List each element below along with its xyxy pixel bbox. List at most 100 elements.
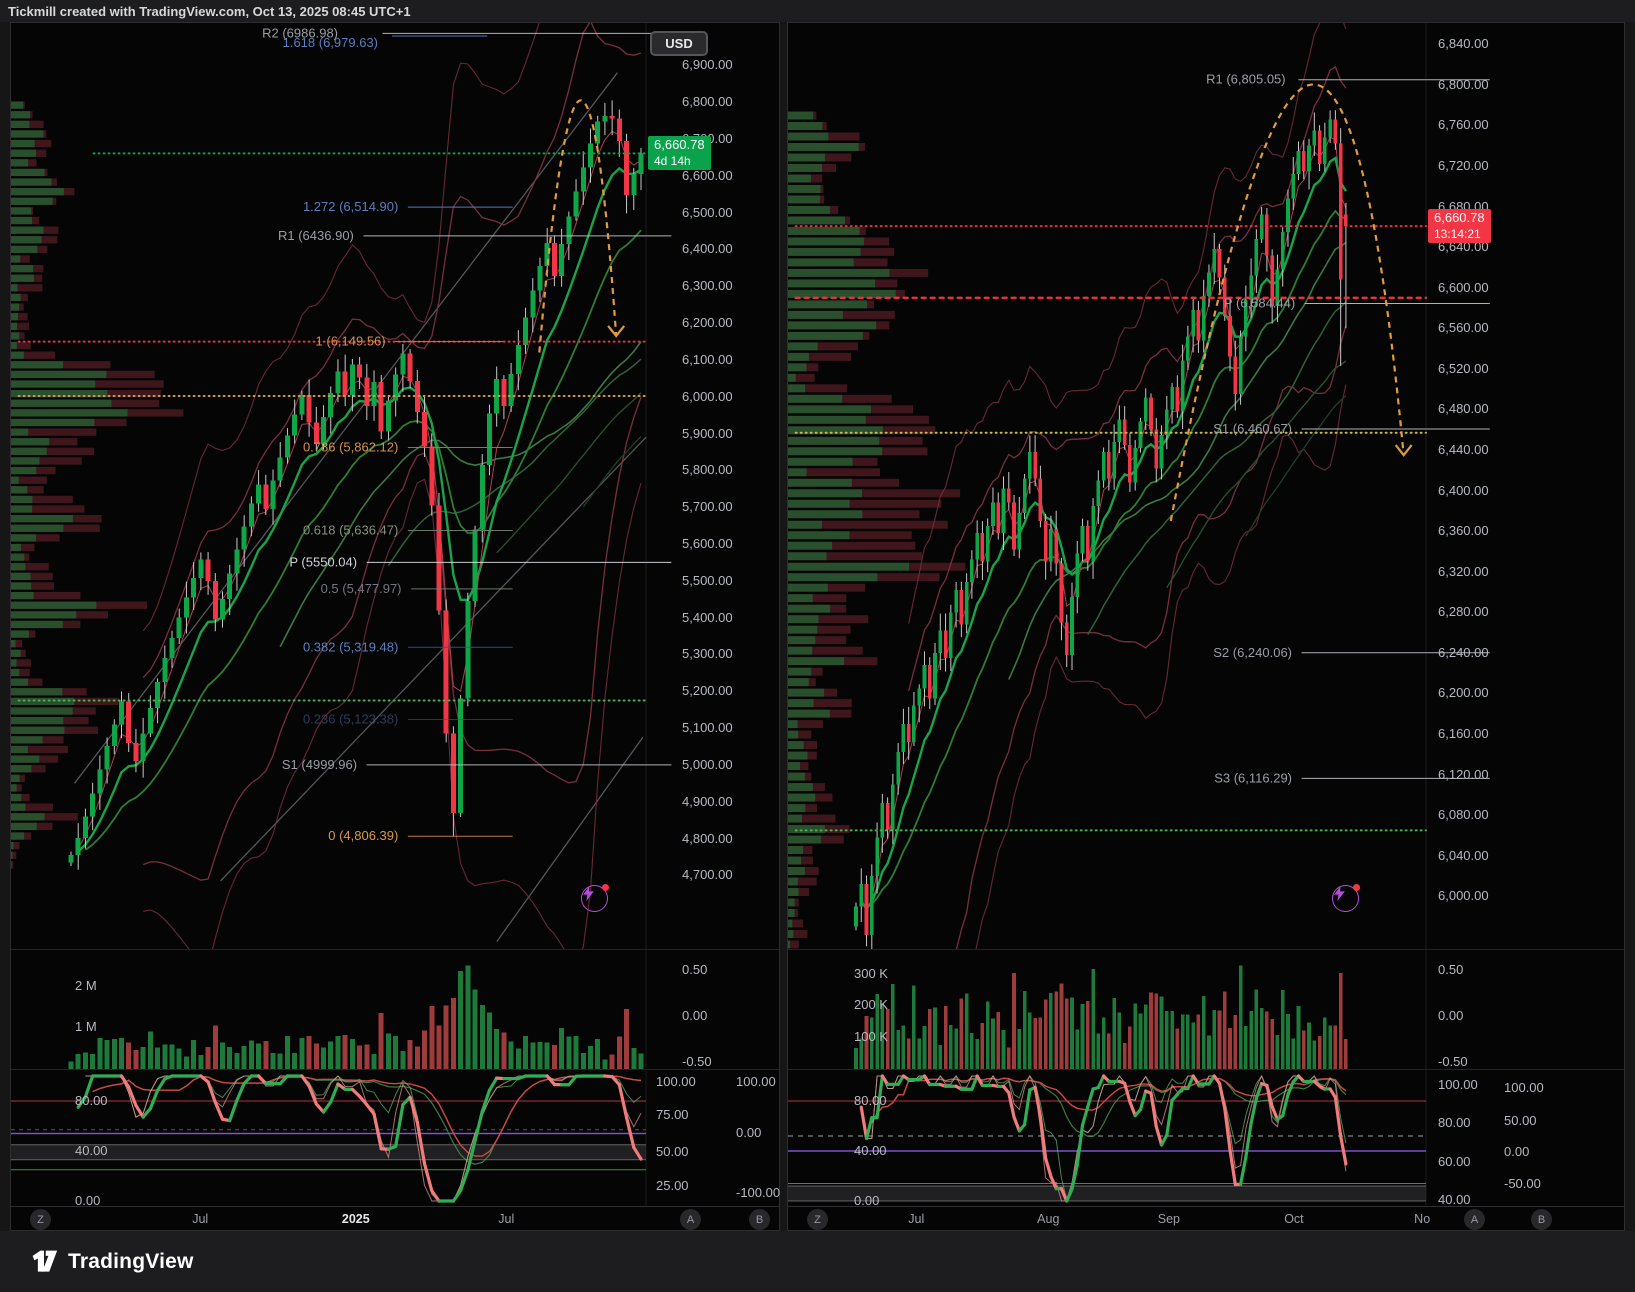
price-tick: 6,000.00 (682, 388, 733, 404)
volume-right-scale-label: 0.00 (1438, 1008, 1464, 1023)
price-tick: 6,560.00 (1438, 320, 1489, 336)
volume-right-scale-label: -0.50 (682, 1053, 712, 1069)
volume-right-scale-label: -0.50 (1438, 1053, 1468, 1069)
daily-price-plot[interactable]: R1 (6,805.05) P (6,584.44) S1 (6,460.67) S2… (788, 23, 1626, 949)
price-tick: 5,700.00 (682, 499, 733, 515)
oscillator-scale-label: 80.00 (854, 1093, 887, 1108)
price-tick: 6,500.00 (682, 204, 733, 220)
lightning-icon[interactable] (581, 884, 609, 912)
oscillator-right-scale-label: 100.00 (1438, 1077, 1478, 1093)
last-price-value: 6,660.78 (1434, 210, 1485, 226)
reset-zoom-button[interactable]: Z (807, 1209, 828, 1230)
volume-scale-label: 1 M (75, 1019, 97, 1035)
price-tick: 6,320.00 (1438, 563, 1489, 579)
price-tick: 4,900.00 (682, 793, 733, 809)
level-label: 1.618 (6,979.63) (283, 35, 378, 50)
lightning-icon[interactable] (1332, 884, 1360, 912)
price-tick: 6,160.00 (1438, 725, 1489, 741)
oscillator-right-scale-label: 40.00 (1438, 1192, 1471, 1208)
chart-panel-weekly: R2 (6986.98) 1.618 (6,979.63) 1.272 (6,514… (10, 22, 780, 1231)
daily-price-pane: R1 (6,805.05) P (6,584.44) S1 (6,460.67) S2… (788, 23, 1624, 949)
chart-workspace: R2 (6986.98) 1.618 (6,979.63) 1.272 (6,514… (0, 22, 1635, 1231)
daily-oscillator-plot[interactable] (788, 1070, 1626, 1207)
oscillator-secondary-scale-label: -50.00 (1504, 1175, 1541, 1191)
level-label: 1 (6,149.56) (316, 334, 386, 349)
scale-a-button[interactable]: A (1464, 1209, 1485, 1230)
level-label: 0.5 (5,477.97) (321, 581, 402, 596)
price-tick: 5,500.00 (682, 572, 733, 588)
daily-oscillator-pane: 80.00 40.00 0.00 100.00 80.00 60.00 40.00 100.0… (788, 1069, 1626, 1208)
time-axis-label: Oct (1284, 1212, 1304, 1226)
time-axis-label: 2025 (341, 1212, 370, 1226)
price-tick: 6,300.00 (682, 278, 733, 294)
price-tick: 6,520.00 (1438, 360, 1489, 376)
price-tick: 6,440.00 (1438, 441, 1489, 457)
price-tick: 5,900.00 (682, 425, 733, 441)
price-tick: 6,080.00 (1438, 807, 1489, 823)
price-tick: 5,600.00 (682, 535, 733, 551)
level-label: R2 (6986.98) (262, 25, 338, 40)
tradingview-brand-text[interactable]: TradingView (68, 1249, 194, 1273)
price-tick: 6,120.00 (1438, 766, 1489, 782)
oscillator-secondary-scale-label: 0.00 (1504, 1144, 1530, 1160)
oscillator-secondary-scale-label: -100.00 (736, 1185, 781, 1201)
oscillator-scale-label: 40.00 (854, 1143, 887, 1158)
price-tick: 6,600.00 (682, 167, 733, 183)
oscillator-right-scale-label: 100.00 (656, 1074, 696, 1090)
price-tick: 6,600.00 (1438, 279, 1489, 295)
currency-button[interactable]: USD (650, 31, 708, 56)
price-tick: 6,400.00 (682, 241, 733, 257)
oscillator-secondary-scale-label: 50.00 (1504, 1112, 1537, 1128)
oscillator-right-scale-label: 75.00 (656, 1107, 689, 1123)
level-label: 0.382 (5,319.48) (303, 639, 398, 654)
reset-zoom-button[interactable]: Z (30, 1209, 51, 1230)
price-tick: 5,400.00 (682, 609, 733, 625)
price-tick: 6,800.00 (1438, 76, 1489, 92)
scale-b-button[interactable]: B (749, 1209, 770, 1230)
daily-volume-plot[interactable] (788, 950, 1626, 1070)
price-tick: 5,800.00 (682, 462, 733, 478)
level-label: R1 (6,805.05) (1206, 72, 1286, 87)
price-tick: 5,100.00 (682, 720, 733, 736)
scale-a-button[interactable]: A (680, 1209, 701, 1230)
price-tick: 4,800.00 (682, 830, 733, 846)
volume-scale-label: 2 M (75, 977, 97, 993)
attribution-bar: Tickmill created with TradingView.com, O… (0, 0, 1635, 22)
volume-right-scale-label: 0.00 (682, 1008, 708, 1023)
price-tick: 6,040.00 (1438, 847, 1489, 863)
weekly-oscillator-plot[interactable] (11, 1070, 781, 1207)
price-tick: 5,000.00 (682, 756, 733, 772)
weekly-time-axis[interactable]: Z Jul 2025 Jul A B (11, 1206, 779, 1232)
footer-bar: TradingView (0, 1231, 1635, 1292)
chart-panel-daily: R1 (6,805.05) P (6,584.44) S1 (6,460.67) S2… (787, 22, 1625, 1231)
oscillator-secondary-scale-label: 0.00 (736, 1125, 762, 1141)
price-tick: 6,840.00 (1438, 36, 1489, 52)
weekly-price-plot[interactable]: R2 (6986.98)1.618 (6,979.63) 1.272 (6,514… (11, 23, 781, 949)
time-axis-label: Jul (192, 1212, 209, 1226)
bar-countdown: 4d 14h (654, 154, 691, 169)
weekly-oscillator-pane: 80.00 40.00 0.00 100.00 75.00 50.00 25.00 100.0… (11, 1069, 781, 1208)
tradingview-logo-icon[interactable] (30, 1248, 58, 1276)
daily-volume-pane: 300 K 200 K 100 K 0.50 0.00 -0.50 (788, 949, 1626, 1070)
oscillator-secondary-scale-label: 100.00 (736, 1074, 776, 1090)
price-tick: 6,760.00 (1438, 117, 1489, 133)
volume-right-scale-label: 0.50 (1438, 962, 1464, 978)
weekly-volume-plot[interactable] (11, 950, 781, 1070)
level-label: 1.272 (6,514.90) (303, 199, 398, 214)
price-tick: 6,240.00 (1438, 644, 1489, 660)
price-tick: 6,000.00 (1438, 888, 1489, 904)
level-label: P (6,584.44) (1224, 295, 1295, 310)
level-label: P (5550.04) (289, 554, 357, 569)
price-tick: 6,200.00 (1438, 685, 1489, 701)
daily-time-axis[interactable]: Z Jul Aug Sep Oct No A B (788, 1206, 1624, 1232)
time-axis-label: Jul (908, 1212, 925, 1226)
scale-b-button[interactable]: B (1531, 1209, 1552, 1230)
price-tick: 5,300.00 (682, 646, 733, 662)
oscillator-scale-label: 0.00 (854, 1193, 880, 1208)
level-label: 0.236 (5,123.38) (303, 711, 398, 726)
last-price-badge: 6,660.78 4d 14h (648, 136, 711, 171)
price-tick: 6,720.00 (1438, 158, 1489, 173)
price-tick: 6,400.00 (1438, 482, 1489, 498)
price-tick: 6,800.00 (682, 94, 733, 110)
weekly-price-pane: R2 (6986.98) 1.618 (6,979.63) 1.272 (6,514… (11, 23, 779, 949)
